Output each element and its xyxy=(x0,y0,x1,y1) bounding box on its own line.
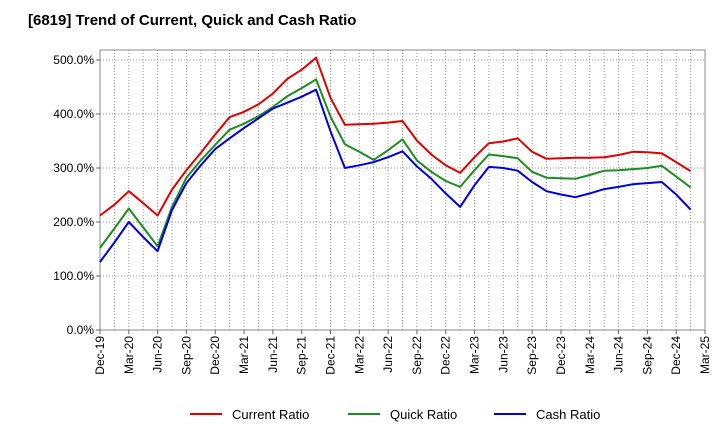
x-tick-label: Sep-23 xyxy=(525,336,539,375)
y-tick-label: 200.0% xyxy=(53,215,94,229)
chart-title: [6819] Trend of Current, Quick and Cash … xyxy=(28,12,357,29)
plot-area-frame xyxy=(99,49,706,331)
series-line-quick-ratio xyxy=(99,78,692,249)
x-tick-label: Mar-21 xyxy=(237,336,251,374)
x-tick-label: Mar-25 xyxy=(698,336,712,374)
y-tick-label: 500.0% xyxy=(53,53,94,67)
legend-label: Cash Ratio xyxy=(536,407,600,422)
x-tick-label: Dec-22 xyxy=(439,336,453,375)
x-tick-label: Jun-22 xyxy=(381,336,395,373)
legend-label: Current Ratio xyxy=(232,407,309,422)
series-line-current-ratio xyxy=(99,56,692,217)
y-tick-label: 300.0% xyxy=(53,161,94,175)
x-tick-label: Dec-23 xyxy=(554,336,568,375)
x-tick-label: Sep-21 xyxy=(295,336,309,375)
x-tick-label: Dec-24 xyxy=(669,336,683,375)
x-tick-label: Jun-24 xyxy=(612,336,626,373)
x-tick-label: Sep-20 xyxy=(179,336,193,375)
x-tick-label: Sep-22 xyxy=(410,336,424,375)
x-tick-label: Jun-23 xyxy=(496,336,510,373)
x-tick-label: Mar-24 xyxy=(583,336,597,374)
y-tick-label: 100.0% xyxy=(53,269,94,283)
x-tick-label: Mar-20 xyxy=(122,336,136,374)
y-tick-label: 0.0% xyxy=(67,323,95,337)
legend-label: Quick Ratio xyxy=(390,407,457,422)
x-tick-label: Jun-20 xyxy=(151,336,165,373)
x-tick-label: Dec-19 xyxy=(93,336,107,375)
y-tick-label: 400.0% xyxy=(53,107,94,121)
x-tick-label: Jun-21 xyxy=(266,336,280,373)
x-tick-label: Mar-23 xyxy=(468,336,482,374)
x-tick-label: Dec-21 xyxy=(323,336,337,375)
x-tick-label: Mar-22 xyxy=(352,336,366,374)
x-tick-label: Sep-24 xyxy=(640,336,654,375)
series-line-cash-ratio xyxy=(99,88,692,263)
x-tick-label: Dec-20 xyxy=(208,336,222,375)
